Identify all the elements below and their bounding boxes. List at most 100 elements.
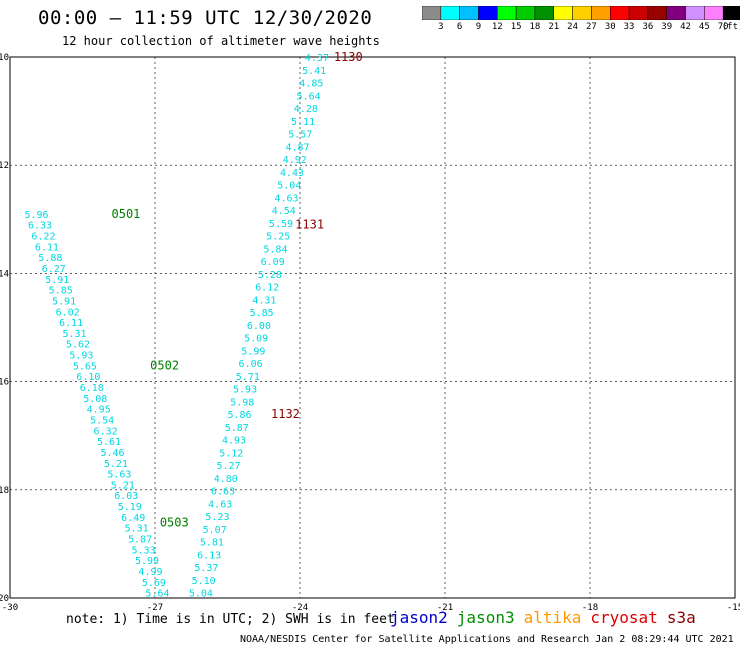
wave-height-value: 5.93: [69, 351, 93, 362]
wave-height-value: 4.54: [272, 206, 296, 217]
x-tick-label: -21: [437, 603, 453, 613]
color-scale-label: 42: [680, 22, 691, 32]
wave-height-value: 5.54: [90, 415, 114, 426]
wave-height-value: 5.85: [49, 286, 73, 297]
wave-height-value: 5.99: [135, 556, 159, 567]
wave-height-value: 5.61: [97, 437, 121, 448]
wave-height-value: 5.91: [52, 296, 76, 307]
wave-height-value: 5.21: [111, 480, 135, 491]
wave-height-value: 5.93: [233, 385, 257, 396]
pass-time-label: 1131: [295, 218, 324, 232]
y-tick-label: -14: [0, 269, 9, 279]
wave-height-value: 4.31: [252, 295, 276, 306]
pass-time-label: 1130: [334, 50, 363, 64]
wave-height-value: 5.91: [45, 275, 69, 286]
color-scale-label: 36: [642, 22, 654, 32]
wave-height-value: 5.08: [83, 394, 107, 405]
wave-height-value: 5.31: [62, 329, 86, 340]
color-scale-label: 21: [548, 22, 560, 32]
wave-height-value: 4.99: [138, 567, 162, 578]
wave-height-value: 4.63: [208, 499, 232, 510]
color-scale-label: 15: [510, 22, 522, 32]
wave-height-value: 5.81: [200, 538, 224, 549]
color-scale-label: 12: [491, 22, 503, 32]
wave-height-value: 6.12: [255, 283, 279, 294]
wave-height-value: 5.04: [277, 181, 301, 192]
wave-height-value: 5.86: [228, 410, 252, 421]
wave-height-value: 5.46: [100, 448, 124, 459]
wave-height-value: 4.92: [283, 155, 307, 166]
wave-height-value: 6.49: [121, 513, 145, 524]
legend-entry-altika: altika: [523, 608, 582, 627]
wave-height-value: 6.18: [80, 383, 104, 394]
color-scale-bar: [422, 6, 740, 20]
credit-line: NOAA/NESDIS Center for Satellite Applica…: [240, 634, 734, 645]
wave-height-value: 5.64: [297, 91, 321, 102]
wave-height-value: 5.09: [244, 334, 268, 345]
wave-height-value: 5.37: [194, 563, 218, 574]
pass-time-label: 1132: [271, 407, 300, 421]
wave-height-value: 5.27: [216, 461, 240, 472]
wave-height-value: 4.87: [286, 142, 310, 153]
wave-height-value: 6.09: [261, 257, 285, 268]
wave-height-value: 6.27: [42, 264, 66, 275]
pass-time-label: 0502: [150, 358, 179, 372]
wave-height-value: 5.41: [302, 66, 326, 77]
footnote: note: 1) Time is in UTC; 2) SWH is in fe…: [66, 612, 395, 627]
y-tick-label: -12: [0, 161, 9, 171]
wave-height-value: 5.21: [104, 459, 128, 470]
wave-height-value: 4.95: [87, 405, 111, 416]
wave-height-value: 5.19: [118, 502, 142, 513]
wave-height-value: 5.57: [288, 130, 312, 141]
legend-entry-jason2: jason2: [390, 608, 448, 627]
wave-height-value: 5.99: [241, 346, 265, 357]
page-title: 00:00 – 11:59 UTC 12/30/2020: [38, 7, 373, 29]
wave-height-value: 6.10: [76, 372, 100, 383]
wave-height-value: 6.03: [114, 491, 138, 502]
wave-height-value: 5.33: [132, 545, 156, 556]
wave-height-value: 5.11: [291, 117, 315, 128]
wave-height-value: 5.64: [145, 589, 169, 600]
wave-height-value: 5.23: [205, 512, 229, 523]
wave-height-value: 6.63: [211, 487, 235, 498]
wave-height-value: 4.43: [280, 168, 304, 179]
wave-height-value: 5.87: [128, 534, 152, 545]
color-scale-label: 70: [717, 22, 729, 32]
map-frame: [9, 56, 736, 599]
legend-entry-jason3: jason3: [456, 608, 515, 627]
y-tick-label: -16: [0, 378, 9, 388]
color-scale-label: 6: [456, 22, 463, 32]
x-tick-label: -15: [727, 603, 740, 613]
y-tick-label: -20: [0, 594, 9, 604]
color-scale-label: 27: [585, 22, 597, 32]
wave-height-value: 6.32: [94, 426, 118, 437]
wave-height-value: 5.71: [236, 372, 260, 383]
wave-height-value: 6.13: [197, 550, 221, 561]
wave-height-value: 4.63: [274, 193, 298, 204]
x-tick-label: -24: [292, 603, 308, 613]
y-tick-label: -18: [0, 486, 9, 496]
color-scale-label: 18: [529, 22, 541, 32]
wave-height-value: 6.11: [59, 318, 83, 329]
wave-height-value: 5.69: [142, 578, 166, 589]
wave-height-value: 6.00: [247, 321, 271, 332]
wave-height-value: 5.88: [38, 253, 62, 264]
wave-height-value: 4.80: [214, 474, 238, 485]
wave-height-value: 4.93: [222, 436, 246, 447]
x-tick-label: -18: [582, 603, 598, 613]
color-scale-label: 24: [567, 22, 578, 32]
wave-height-value: 5.98: [230, 397, 254, 408]
wave-height-value: 6.11: [35, 242, 59, 253]
color-scale-label: 33: [623, 22, 635, 32]
wave-height-value: 6.33: [28, 221, 52, 232]
wave-height-value: 6.02: [56, 307, 80, 318]
x-tick-label: -27: [147, 603, 163, 613]
wave-height-value: 4.28: [294, 104, 318, 115]
wave-height-value: 4.37: [305, 53, 329, 64]
y-tick-label: -10: [0, 53, 9, 63]
color-scale-label: 9: [475, 22, 482, 32]
wave-height-value: 5.12: [219, 448, 243, 459]
wave-height-value: 5.96: [25, 210, 49, 221]
wave-height-value: 5.62: [66, 340, 90, 351]
